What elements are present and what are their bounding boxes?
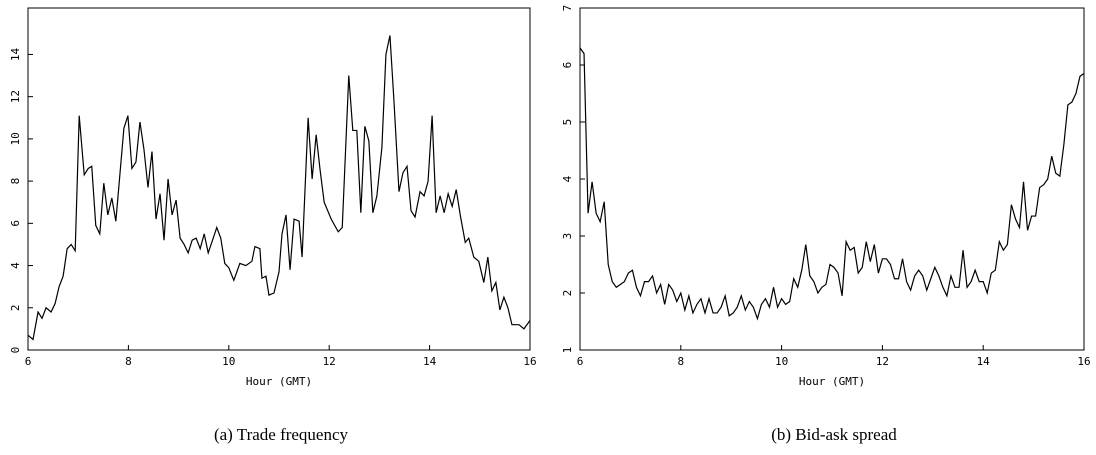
y-tick-label: 5 (561, 119, 574, 126)
x-tick-label: 14 (423, 355, 437, 368)
x-tick-label: 8 (125, 355, 132, 368)
x-tick-label: 14 (977, 355, 991, 368)
caption: (a) Trade frequency (214, 425, 349, 444)
y-tick-label: 4 (561, 175, 574, 182)
y-tick-label: 10 (9, 132, 22, 145)
x-tick-label: 12 (323, 355, 336, 368)
y-tick-label: 4 (9, 262, 22, 269)
y-tick-label: 7 (561, 5, 574, 12)
y-tick-label: 6 (9, 220, 22, 227)
x-tick-label: 8 (677, 355, 684, 368)
x-tick-label: 10 (775, 355, 788, 368)
caption: (b) Bid-ask spread (771, 425, 897, 444)
plot-frame (27, 7, 531, 351)
x-tick-label: 12 (876, 355, 889, 368)
data-line (579, 47, 1085, 321)
data-line (27, 35, 531, 341)
x-axis-label: Hour (GMT) (799, 375, 865, 388)
y-tick-label: 3 (561, 233, 574, 240)
x-axis-label: Hour (GMT) (246, 375, 312, 388)
x-tick-label: 6 (577, 355, 584, 368)
plot-frame (579, 7, 1085, 351)
y-tick-label: 12 (9, 90, 22, 103)
y-tick-label: 8 (9, 178, 22, 185)
y-tick-label: 14 (9, 47, 22, 61)
y-tick-label: 6 (561, 62, 574, 69)
y-tick-label: 2 (9, 304, 22, 311)
y-tick-label: 2 (561, 290, 574, 297)
x-tick-label: 10 (222, 355, 235, 368)
x-tick-label: 16 (1077, 355, 1090, 368)
y-tick-label: 1 (561, 347, 574, 354)
x-tick-label: 6 (25, 355, 32, 368)
x-tick-label: 16 (523, 355, 536, 368)
y-tick-label: 0 (9, 347, 22, 354)
